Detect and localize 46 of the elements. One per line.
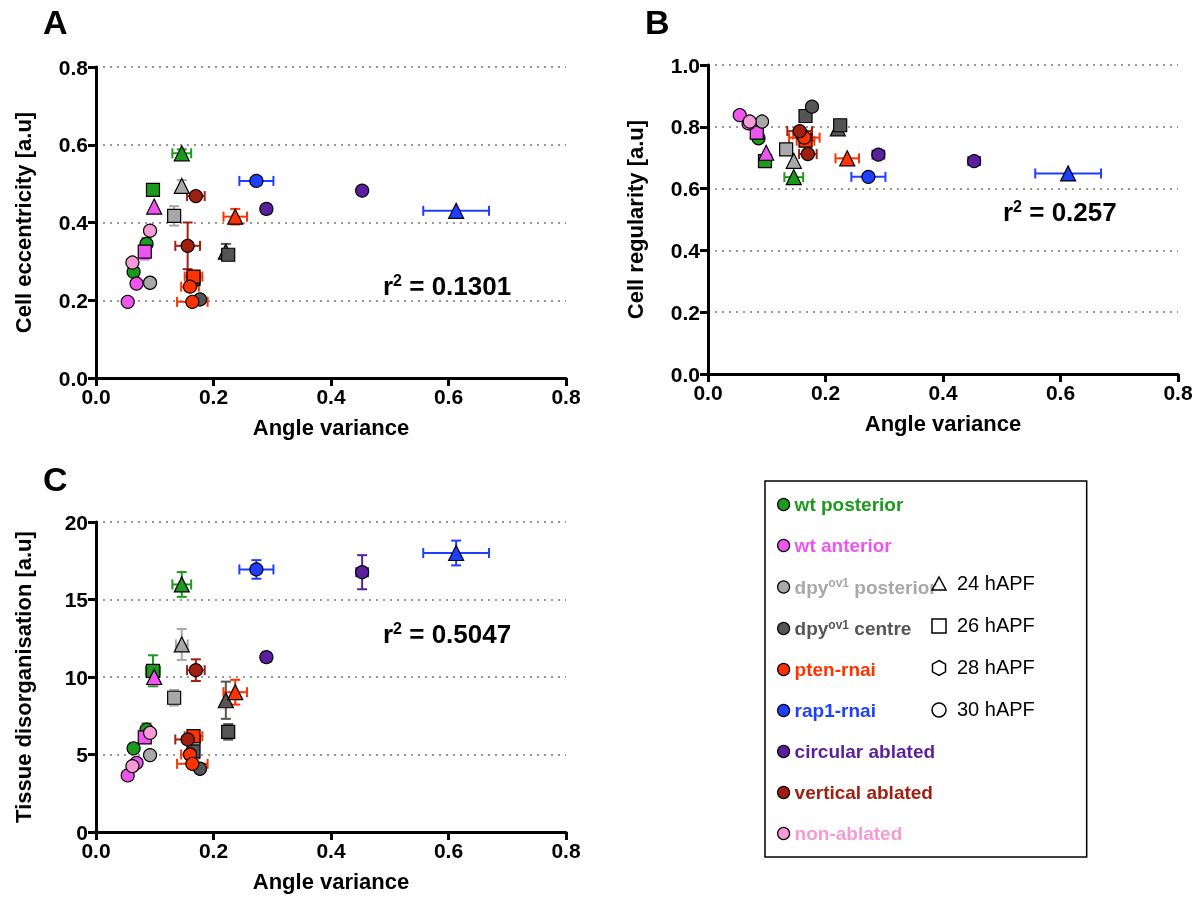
y-axis-title: Cell eccentricity [a.u] [10,111,36,334]
x-tick-label: 0.8 [551,385,581,408]
legend-label: wt posterior [793,494,904,515]
x-tick-label: 0.6 [433,385,464,408]
x-tick-label: 0.4 [928,381,958,404]
chart-title: A [43,3,68,41]
y-tick-label: 20 [64,510,88,534]
x-tick-label: 0.8 [551,839,581,862]
y-axis-title: Cell regularity [a.u] [622,119,648,320]
x-axis-title: Angle variance [252,868,410,894]
legend-label: rap1-rnai [794,700,876,721]
legend-label: non-ablated [794,823,903,844]
y-tick-label: 10 [64,665,88,689]
legend-label: pten-rnai [794,659,876,680]
y-tick-label: 0.4 [670,238,701,262]
x-tick-label: 0.2 [198,385,229,408]
y-tick-label: 0.6 [58,133,88,157]
y-tick-label: 0.2 [670,300,700,324]
y-tick-label: 0.8 [670,115,701,139]
x-tick-label: 0.4 [316,385,346,408]
x-tick-label: 0.6 [433,839,464,862]
y-tick-label: 0.4 [58,211,89,234]
chart-title: B [645,3,670,41]
legend-label: wt anterior [793,535,893,556]
legend-label: vertical ablated [794,782,933,803]
chart-title: C [43,460,68,498]
y-tick-label: 0.8 [58,55,89,79]
x-tick-label: 0.8 [1163,381,1193,404]
y-tick-label: 0.6 [670,177,700,201]
x-tick-label: 0.2 [810,381,841,404]
x-axis-title: Angle variance [252,414,410,440]
x-tick-label: 0.4 [316,839,346,862]
text: 26 hAPF [957,614,1035,636]
y-tick-label: 0.2 [58,288,88,312]
text: 30 hAPF [957,698,1035,720]
y-axis-title: Tissue disorganisation [a.u] [10,531,36,823]
text: 28 hAPF [957,656,1035,678]
x-tick-label: 0.2 [198,839,229,862]
y-tick-label: 0 [76,820,88,844]
x-tick-label: 0.6 [1045,381,1076,404]
y-tick-label: 5 [76,743,89,766]
y-tick-label: 1.0 [670,53,700,77]
legend-label: circular ablated [794,741,936,762]
y-tick-label: 15 [64,588,89,611]
text: 24 hAPF [957,572,1035,594]
x-axis-title: Angle variance [864,410,1022,436]
